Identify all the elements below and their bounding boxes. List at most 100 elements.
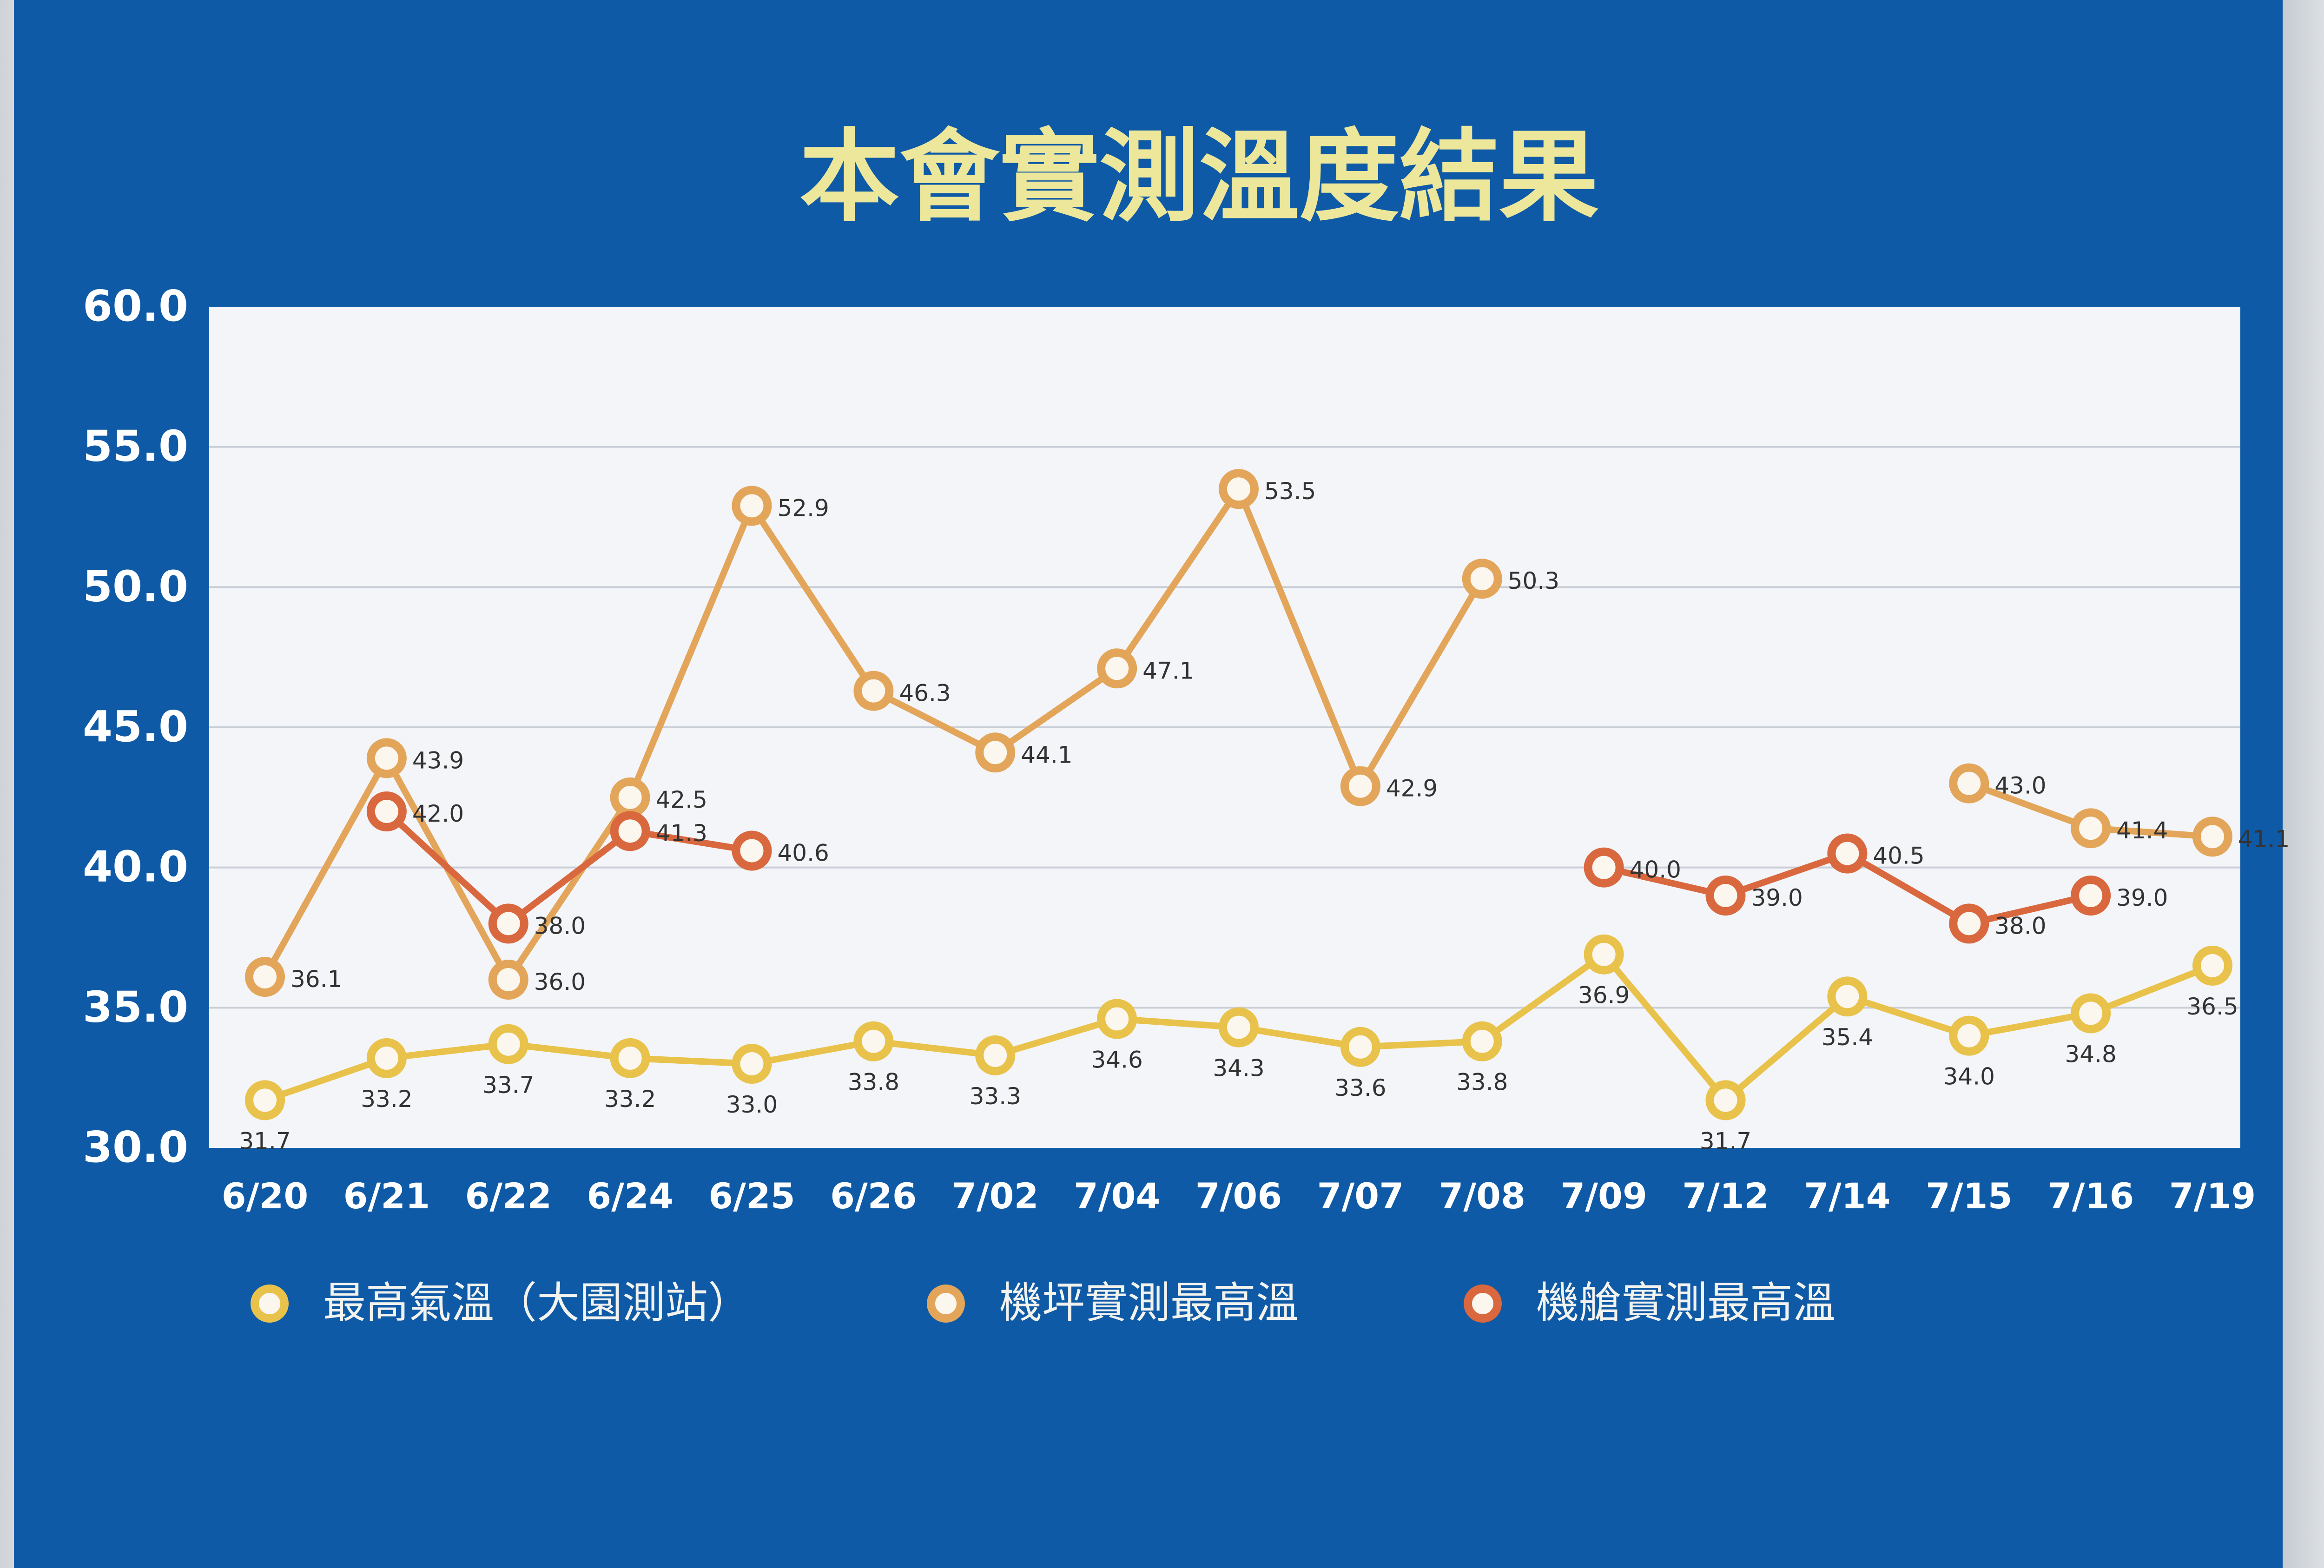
data-label: 36.9 bbox=[1578, 982, 1630, 1009]
x-tick-label: 6/21 bbox=[343, 1175, 430, 1217]
data-point bbox=[1827, 833, 1868, 874]
x-tick-label: 7/06 bbox=[1195, 1175, 1282, 1217]
data-point bbox=[1097, 648, 1137, 689]
x-tick-label: 6/22 bbox=[465, 1175, 552, 1217]
data-point bbox=[2192, 945, 2232, 986]
data-label: 39.0 bbox=[2116, 884, 2168, 911]
data-point bbox=[732, 486, 772, 526]
legend-entry-2: 機坪實測最高溫 bbox=[927, 1278, 1299, 1328]
y-tick-label: 55.0 bbox=[83, 422, 188, 471]
data-point bbox=[245, 1080, 285, 1120]
y-tick-label: 35.0 bbox=[83, 982, 188, 1032]
data-label: 53.5 bbox=[1264, 478, 1316, 505]
legend-entry-1: 最高氣溫（大園測站） bbox=[251, 1278, 751, 1328]
series-lines: 31.7 33.2 33.7 33.2 33.0 33.8 33.3 34.6 34.3 33.6… bbox=[239, 469, 2290, 1154]
data-label: 41.1 bbox=[2238, 825, 2290, 852]
legend: 最高氣溫（大園測站） 機坪實測最高溫 機艙實測最高溫 bbox=[251, 1278, 1835, 1328]
data-label: 42.0 bbox=[412, 800, 464, 827]
x-tick-label: 7/12 bbox=[1682, 1175, 1769, 1217]
data-label: 34.6 bbox=[1091, 1046, 1142, 1073]
legend-marker bbox=[927, 1285, 965, 1323]
data-point bbox=[732, 1044, 772, 1084]
x-tick-label: 7/15 bbox=[1926, 1175, 2012, 1217]
data-point bbox=[1827, 976, 1868, 1017]
legend-marker bbox=[251, 1285, 289, 1323]
data-point bbox=[366, 791, 407, 831]
data-label: 50.3 bbox=[1508, 567, 1559, 594]
data-point bbox=[245, 956, 285, 997]
x-tick-label: 7/09 bbox=[1560, 1175, 1647, 1217]
series-2: 36.1 43.9 36.0 42.5 52.9 46.3 44.1 47.1 53.5 42.9… bbox=[245, 469, 2290, 1000]
data-label: 34.8 bbox=[2065, 1041, 2116, 1067]
data-point bbox=[2071, 808, 2111, 849]
data-label: 33.2 bbox=[361, 1086, 412, 1113]
data-label: 35.4 bbox=[1822, 1024, 1873, 1051]
data-point bbox=[853, 1021, 894, 1061]
data-point bbox=[1340, 766, 1380, 806]
data-point bbox=[1705, 876, 1746, 916]
data-label: 41.4 bbox=[2116, 817, 2168, 844]
y-tick-label: 40.0 bbox=[83, 842, 188, 892]
data-label: 33.7 bbox=[482, 1072, 534, 1099]
data-point bbox=[1949, 1015, 1989, 1056]
data-point bbox=[1584, 847, 1624, 888]
y-tick-label: 30.0 bbox=[83, 1122, 188, 1172]
data-label: 33.3 bbox=[970, 1083, 1021, 1110]
chart-title: 本會實測溫度結果 bbox=[799, 119, 1599, 235]
data-label: 44.1 bbox=[1021, 741, 1072, 768]
legend-label: 最高氣溫（大園測站） bbox=[323, 1278, 751, 1328]
data-label: 34.0 bbox=[1943, 1063, 1995, 1090]
data-point bbox=[975, 1035, 1016, 1075]
legend-label: 機艙實測最高溫 bbox=[1536, 1278, 1835, 1328]
data-label: 46.3 bbox=[899, 680, 951, 707]
data-label: 34.3 bbox=[1213, 1055, 1264, 1082]
data-point bbox=[610, 1038, 650, 1078]
x-tick-label: 6/25 bbox=[708, 1175, 795, 1217]
data-point bbox=[610, 777, 650, 817]
data-label: 43.0 bbox=[1994, 772, 2046, 799]
data-label: 42.9 bbox=[1386, 775, 1438, 802]
data-label: 40.6 bbox=[778, 839, 829, 866]
data-point bbox=[488, 903, 528, 944]
data-point bbox=[1705, 1080, 1746, 1120]
data-label: 33.0 bbox=[726, 1091, 778, 1118]
data-point bbox=[853, 671, 894, 711]
data-label: 38.0 bbox=[534, 912, 586, 939]
board-right-edge bbox=[2283, 0, 2324, 1568]
x-tick-label: 6/24 bbox=[587, 1175, 673, 1217]
data-label: 43.9 bbox=[412, 747, 464, 774]
x-tick-label: 6/20 bbox=[222, 1175, 308, 1217]
legend-entry-3: 機艙實測最高溫 bbox=[1464, 1278, 1835, 1328]
y-axis-ticks: 30.0 35.0 40.0 45.0 50.0 55.0 60.0 bbox=[83, 281, 188, 1172]
data-label: 33.6 bbox=[1334, 1074, 1386, 1101]
data-label: 47.1 bbox=[1142, 657, 1194, 684]
data-label: 36.5 bbox=[2186, 993, 2238, 1020]
data-label: 38.0 bbox=[1994, 912, 2046, 939]
x-tick-label: 7/08 bbox=[1439, 1175, 1525, 1217]
x-tick-label: 7/19 bbox=[2169, 1175, 2256, 1217]
x-tick-label: 6/26 bbox=[830, 1175, 917, 1217]
data-point bbox=[1462, 559, 1502, 599]
data-point bbox=[2192, 817, 2232, 857]
x-tick-label: 7/14 bbox=[1804, 1175, 1890, 1217]
data-point bbox=[732, 830, 772, 871]
y-tick-label: 45.0 bbox=[83, 702, 188, 751]
data-point bbox=[1219, 1007, 1259, 1048]
data-label: 31.7 bbox=[239, 1127, 290, 1154]
data-point bbox=[610, 811, 650, 851]
data-point bbox=[1462, 1021, 1502, 1061]
data-label: 41.3 bbox=[656, 820, 707, 847]
data-label: 39.0 bbox=[1751, 884, 1803, 911]
y-tick-label: 60.0 bbox=[83, 281, 188, 331]
data-label: 36.0 bbox=[534, 968, 586, 995]
series-1: 31.7 33.2 33.7 33.2 33.0 33.8 33.3 34.6 34.3 33.6… bbox=[239, 934, 2238, 1154]
data-point bbox=[366, 738, 407, 778]
data-point bbox=[488, 1024, 528, 1064]
x-tick-label: 7/16 bbox=[2047, 1175, 2134, 1217]
data-point bbox=[2071, 993, 2111, 1034]
data-label: 33.2 bbox=[604, 1086, 656, 1113]
data-point bbox=[1097, 999, 1137, 1039]
grid-lines bbox=[209, 446, 2240, 1009]
